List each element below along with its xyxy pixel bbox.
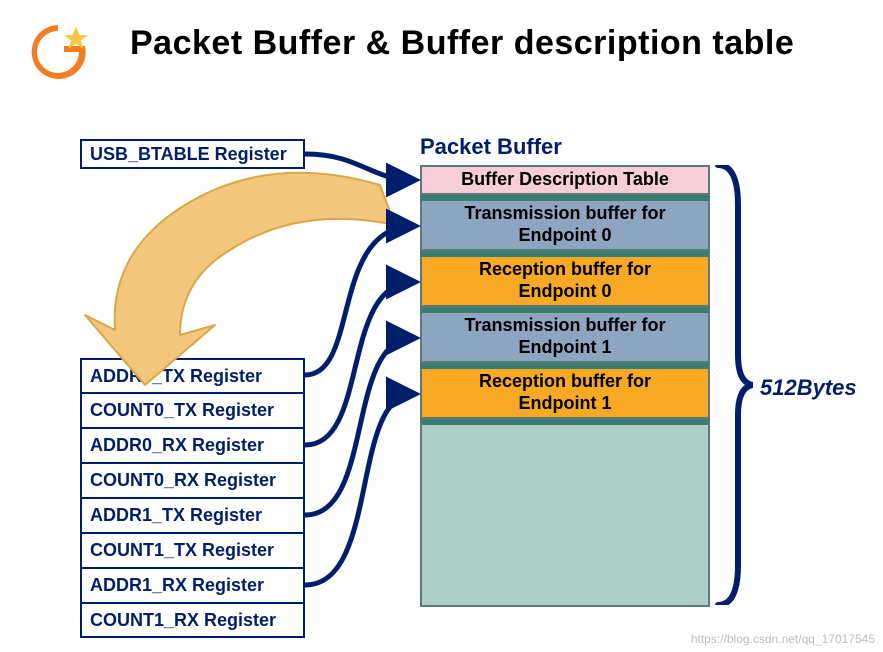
big-arrow [85,173,395,385]
arrow-addr1tx-to-txep1 [305,338,414,515]
arrow-addr0tx-to-txep0 [305,226,414,375]
count0-tx-register: COUNT0_TX Register [80,393,305,428]
addr1-tx-register: ADDR1_TX Register [80,498,305,533]
tx-buffer-ep1: Transmission buffer forEndpoint 1 [420,307,710,363]
packet-buffer-label: Packet Buffer [420,134,562,160]
count1-rx-register: COUNT1_RX Register [80,603,305,638]
rx-buffer-ep1: Reception buffer forEndpoint 1 [420,363,710,419]
addr0-tx-register: ADDR0_TX Register [80,358,305,393]
count1-tx-register: COUNT1_TX Register [80,533,305,568]
rx-buffer-ep0: Reception buffer forEndpoint 0 [420,251,710,307]
addr1-rx-register: ADDR1_RX Register [80,568,305,603]
addr0-rx-register: ADDR0_RX Register [80,428,305,463]
buffer-empty [420,419,710,607]
logo-icon [28,22,88,82]
watermark: https://blog.csdn.net/qq_17017545 [691,632,875,646]
bytes-label: 512Bytes [760,375,857,401]
arrow-addr0rx-to-rxep0 [305,282,414,445]
buffer-description-table: Buffer Description Table [420,165,710,195]
arrow-btable-to-bdt [305,154,414,180]
count0-rx-register: COUNT0_RX Register [80,463,305,498]
tx-buffer-ep0: Transmission buffer forEndpoint 0 [420,195,710,251]
page-title: Packet Buffer & Buffer description table [130,24,794,63]
usb-btable-register: USB_BTABLE Register [80,139,305,169]
arrow-addr1rx-to-rxep1 [305,394,414,585]
brace-icon [713,165,753,605]
